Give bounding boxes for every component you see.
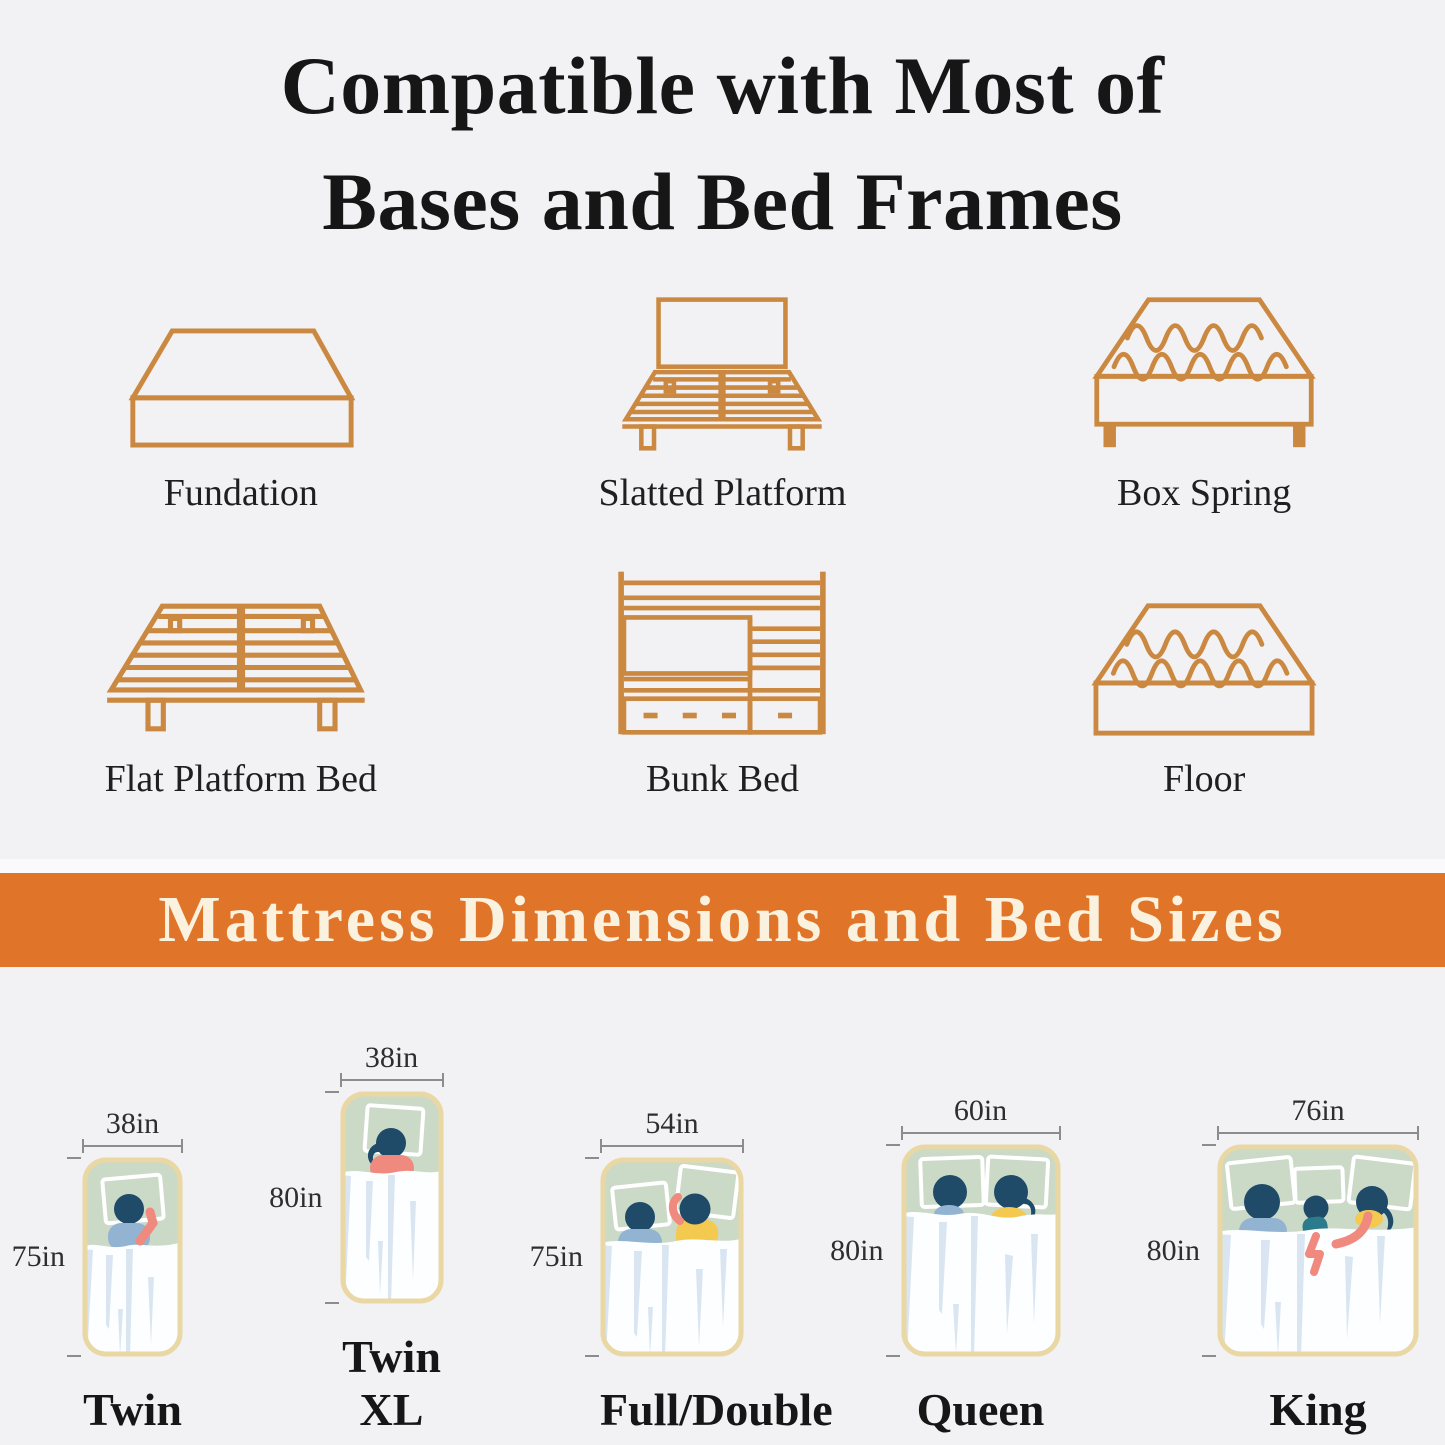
bases-grid: Fundation — [0, 275, 1445, 801]
width-dimension-label: 38in — [364, 1040, 419, 1074]
width-dimension: 38in — [82, 1106, 183, 1154]
banner-title: Mattress Dimensions and Bed Sizes — [158, 882, 1287, 956]
foundation-icon — [128, 328, 356, 448]
king-mattress-illustration — [1217, 1144, 1419, 1357]
mattress-sizes-row: 38in 75in — [0, 1041, 1445, 1437]
size-card-full-double: 54in 75in — [530, 1106, 833, 1437]
height-dimension-label: 80in — [269, 1180, 323, 1214]
size-card-twin: 38in 75in — [12, 1106, 183, 1437]
flat-platform-bed-icon — [106, 603, 365, 732]
width-dimension: 76in — [1217, 1093, 1419, 1141]
base-slatted-platform: Slatted Platform — [482, 275, 964, 515]
width-dimension-label: 54in — [645, 1106, 699, 1140]
width-dimension-line — [1217, 1126, 1419, 1141]
size-name: King — [1269, 1384, 1367, 1436]
slatted-platform-icon — [622, 297, 823, 451]
width-dimension-line — [82, 1139, 183, 1154]
base-fundation: Fundation — [0, 275, 482, 515]
width-dimension-label: 38in — [105, 1106, 160, 1140]
title-line-1: Compatible with Most of — [280, 40, 1165, 131]
full-double-mattress-illustration — [600, 1157, 744, 1357]
base-floor: Floor — [963, 561, 1445, 801]
width-dimension-line — [339, 1073, 444, 1088]
width-dimension: 38in — [339, 1040, 444, 1088]
box-spring-icon — [1092, 297, 1316, 448]
width-dimension: 54in — [600, 1106, 744, 1154]
height-dimension-label: 75in — [529, 1240, 583, 1274]
page-title: Compatible with Most of Bases and Bed Fr… — [0, 0, 1445, 261]
twin-mattress-illustration — [82, 1157, 183, 1357]
base-box-spring: Box Spring — [963, 275, 1445, 515]
size-card-twin-xl: 38in 80in — [269, 1040, 444, 1437]
base-label: Floor — [1162, 757, 1246, 800]
title-line-2: Bases and Bed Frames — [322, 156, 1123, 248]
height-dimension: 80in — [269, 1091, 340, 1305]
width-dimension-line — [900, 1126, 1061, 1141]
height-dimension: 75in — [12, 1157, 82, 1358]
base-label: Slatted Platform — [598, 471, 847, 514]
size-card-king: 76in 80in — [1147, 1093, 1419, 1437]
width-dimension-label: 60in — [953, 1093, 1008, 1127]
queen-mattress-illustration — [901, 1144, 1060, 1357]
size-card-queen: 60in 80in — [830, 1093, 1061, 1437]
bunk-bed-icon — [618, 571, 827, 735]
height-dimension-label: 80in — [1146, 1233, 1200, 1267]
width-dimension: 60in — [900, 1093, 1061, 1141]
height-dimension-label: 80in — [830, 1233, 884, 1267]
size-name: Full/Double — [600, 1384, 833, 1436]
height-dimension-label: 75in — [11, 1240, 65, 1274]
height-dimension: 80in — [830, 1144, 901, 1358]
size-name: Twin XL — [342, 1331, 441, 1436]
height-dimension: 80in — [1147, 1144, 1217, 1358]
base-label: Box Spring — [1117, 471, 1292, 514]
base-flat-platform-bed: Flat Platform Bed — [0, 561, 482, 801]
divider-strip — [0, 858, 1445, 873]
width-dimension-line — [600, 1139, 744, 1154]
height-dimension: 75in — [530, 1157, 600, 1358]
base-bunk-bed: Bunk Bed — [482, 561, 964, 801]
size-name: Twin — [83, 1384, 182, 1436]
base-label: Flat Platform Bed — [104, 757, 377, 800]
floor-icon — [1091, 603, 1317, 736]
twin-xl-mattress-illustration — [340, 1091, 443, 1304]
size-name: Queen — [916, 1384, 1045, 1436]
base-label: Bunk Bed — [645, 757, 800, 800]
section-banner: Mattress Dimensions and Bed Sizes — [0, 872, 1445, 967]
width-dimension-label: 76in — [1291, 1093, 1345, 1127]
base-label: Fundation — [163, 471, 318, 514]
